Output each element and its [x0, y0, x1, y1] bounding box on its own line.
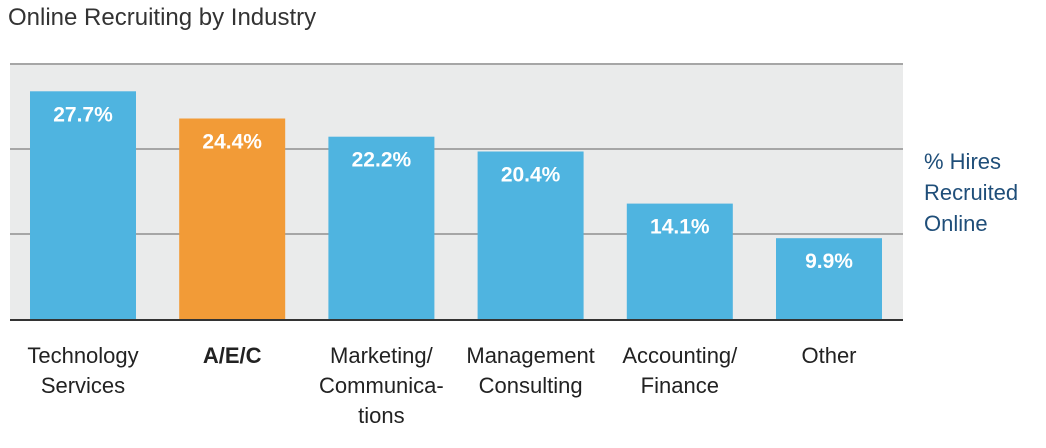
value-label-1: 24.4%	[202, 131, 262, 154]
bar-2	[328, 136, 435, 320]
category-label-3-line-1: Consulting	[479, 373, 583, 398]
category-label-4-line-0: Accounting/	[622, 343, 738, 368]
plot-area	[10, 64, 903, 320]
series-label-line-0: % Hires	[924, 149, 1001, 174]
value-label-4: 14.1%	[650, 216, 710, 239]
bar-0	[30, 91, 136, 320]
value-label-3: 20.4%	[501, 164, 561, 187]
series-label-line-1: Recruited	[924, 180, 1018, 205]
gridlines	[10, 63, 903, 235]
chart-title: Online Recruiting by Industry	[8, 4, 316, 31]
category-label-2-line-1: Communica-	[319, 373, 444, 398]
category-label-0-line-0: Technology	[27, 343, 138, 368]
category-label-3-line-0: Management	[466, 343, 594, 368]
bar-3	[477, 151, 584, 320]
series-label: % Hires Recruited Online	[924, 149, 1018, 236]
bars: 27.7% 24.4% 22.2% 20.4% 14.1% 9.9%	[30, 91, 882, 320]
bar-5	[776, 238, 882, 320]
category-label-4-line-1: Finance	[641, 373, 719, 398]
series-label-line-2: Online	[924, 211, 988, 236]
category-label-1-line-0: A/E/C	[203, 343, 262, 368]
category-label-2-line-0: Marketing/	[330, 343, 434, 368]
value-label-0: 27.7%	[53, 103, 113, 126]
bar-1	[179, 118, 286, 320]
value-label-2: 22.2%	[352, 149, 412, 172]
value-label-5: 9.9%	[805, 250, 853, 273]
category-label-2-line-2: tions	[358, 403, 404, 428]
bar-4	[626, 203, 733, 320]
category-labels: Technology Services A/E/C Marketing/Communi…	[27, 343, 856, 428]
category-label-5-line-0: Other	[801, 343, 856, 368]
category-label-0-line-1: Services	[41, 373, 125, 398]
